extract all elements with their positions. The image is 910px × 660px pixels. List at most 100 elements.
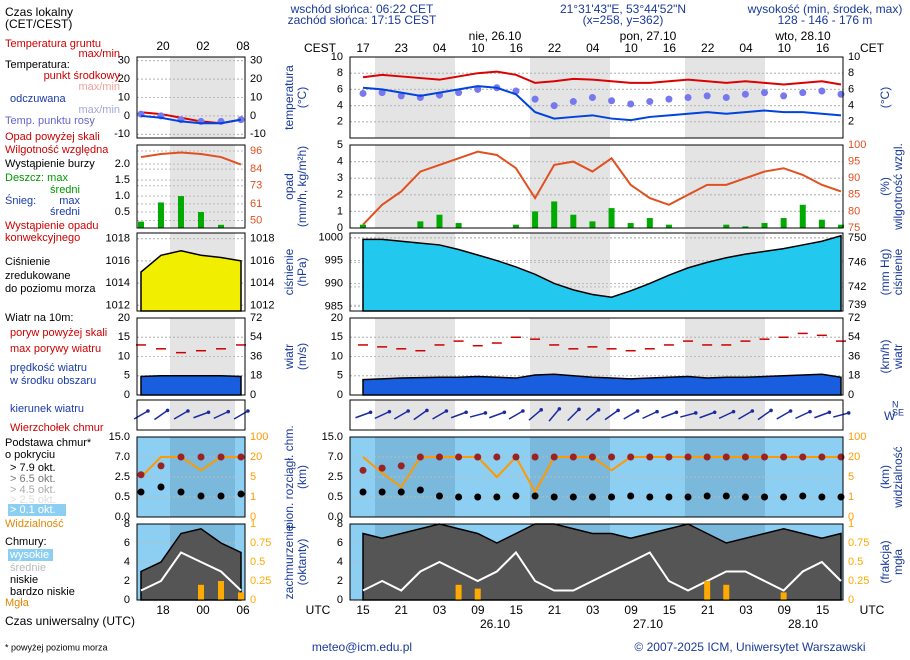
axis-title: (mm/h, kg/m²h) (295, 146, 309, 227)
wind-arrow (795, 410, 811, 420)
tick-label: 0 (250, 110, 256, 122)
axis-title: zachmurzenie (282, 524, 296, 599)
time-label: 20 (156, 39, 170, 53)
day-label: 28.10 (788, 617, 818, 631)
tick-label: 0 (337, 222, 343, 234)
wind-arrow (642, 410, 658, 420)
series-dot (359, 466, 367, 474)
wind-arrow-head (464, 410, 468, 415)
series-dot (237, 490, 245, 498)
series-area (362, 523, 842, 601)
universal-time: Czas uniwersalny (UTC) (5, 614, 135, 628)
wind-arrow (133, 410, 149, 420)
tick-label: 1016 (250, 255, 274, 267)
tick-label: 0.0 (115, 511, 130, 523)
series-dot (512, 453, 520, 461)
bar (512, 224, 519, 228)
series-dot (818, 493, 826, 501)
legend-text: Wilgotność względna (5, 144, 109, 156)
tick-label: 0.75 (250, 537, 271, 549)
axis-title: (frakcja) (878, 540, 892, 583)
tick-label: 95 (848, 156, 860, 168)
tick-label: 2.0 (115, 158, 130, 170)
wind-arrow-head (246, 409, 250, 413)
wind-arrow (567, 408, 580, 422)
time-label: 16 (816, 41, 830, 55)
legend-text: Wiatr na 10m: (5, 312, 73, 324)
wind-arrow (699, 411, 715, 419)
axis-title: (km) (878, 465, 892, 489)
series-dot (455, 89, 463, 97)
panel-frame (349, 523, 844, 601)
series-dot (157, 483, 165, 491)
time-label: 21 (548, 603, 562, 617)
series-dot (588, 94, 596, 101)
series-dot (474, 493, 482, 501)
wind-arrow (718, 410, 734, 420)
wind-arrow (548, 408, 560, 422)
time-label: 23 (395, 41, 409, 55)
wind-arrow-head (206, 410, 211, 415)
wind-arrow-head (368, 410, 373, 415)
time-label: 15 (356, 603, 370, 617)
series-dot (741, 493, 749, 501)
axis-title: (hPa) (295, 257, 309, 286)
wind-arrow (374, 410, 390, 420)
legend-text: niskie (10, 574, 38, 586)
series-dot (646, 98, 654, 106)
wind-arrow (413, 409, 428, 421)
series-dot (237, 453, 245, 461)
legend-text: kierunek wiatru (10, 403, 84, 415)
bar (218, 581, 224, 600)
series-dot (550, 102, 558, 110)
wind-arrow (623, 410, 638, 420)
bar (455, 223, 462, 228)
series-dot (137, 471, 145, 479)
series-line (362, 70, 842, 86)
series-dot (818, 453, 826, 461)
tick-label: 4 (848, 100, 854, 112)
series-dot (646, 453, 654, 461)
wind-arrow (604, 409, 619, 421)
wind-arrow-head (769, 408, 773, 413)
legend-text: Mgła (5, 597, 30, 609)
wind-arrow-head (577, 407, 581, 412)
night-band (375, 400, 455, 430)
wind-arrow-head (693, 411, 698, 415)
wind-arrow (585, 409, 600, 421)
axis-title: (°C) (878, 87, 892, 108)
tick-label: 0 (848, 389, 854, 401)
tick-label: 995 (325, 254, 343, 266)
tick-label: 8 (337, 67, 343, 79)
tick-label: 0 (337, 594, 343, 606)
axis-title: temperatura (282, 65, 296, 130)
grid-point: (x=258, y=362) (583, 13, 664, 27)
tick-label: 4 (337, 156, 343, 168)
legend-text: max/min (78, 81, 120, 93)
tick-label: 20 (848, 451, 860, 463)
bar (589, 221, 596, 228)
bar (532, 211, 539, 228)
utc: UTC (860, 603, 885, 617)
panel-frame (136, 317, 246, 396)
tick-label: 1000 (319, 231, 343, 243)
time-label: 09 (624, 603, 638, 617)
bar (838, 224, 844, 228)
tick-label: 0.0 (328, 511, 343, 523)
wind-arrow (233, 410, 249, 420)
tick-label: 10 (331, 350, 343, 362)
tick-label: 0.5 (328, 491, 343, 503)
series-dot (703, 453, 711, 461)
axis-title: (km) (295, 465, 309, 489)
series-dot (397, 462, 405, 470)
time-label: 04 (586, 41, 600, 55)
panel-frame (349, 56, 844, 139)
series-dot (217, 453, 225, 461)
series-dot (550, 493, 558, 501)
axis-title: (km/h) (878, 340, 892, 374)
time-label: 21 (701, 603, 715, 617)
bar (742, 226, 749, 228)
series-dot (416, 486, 424, 494)
wind-arrow-head (827, 410, 832, 415)
